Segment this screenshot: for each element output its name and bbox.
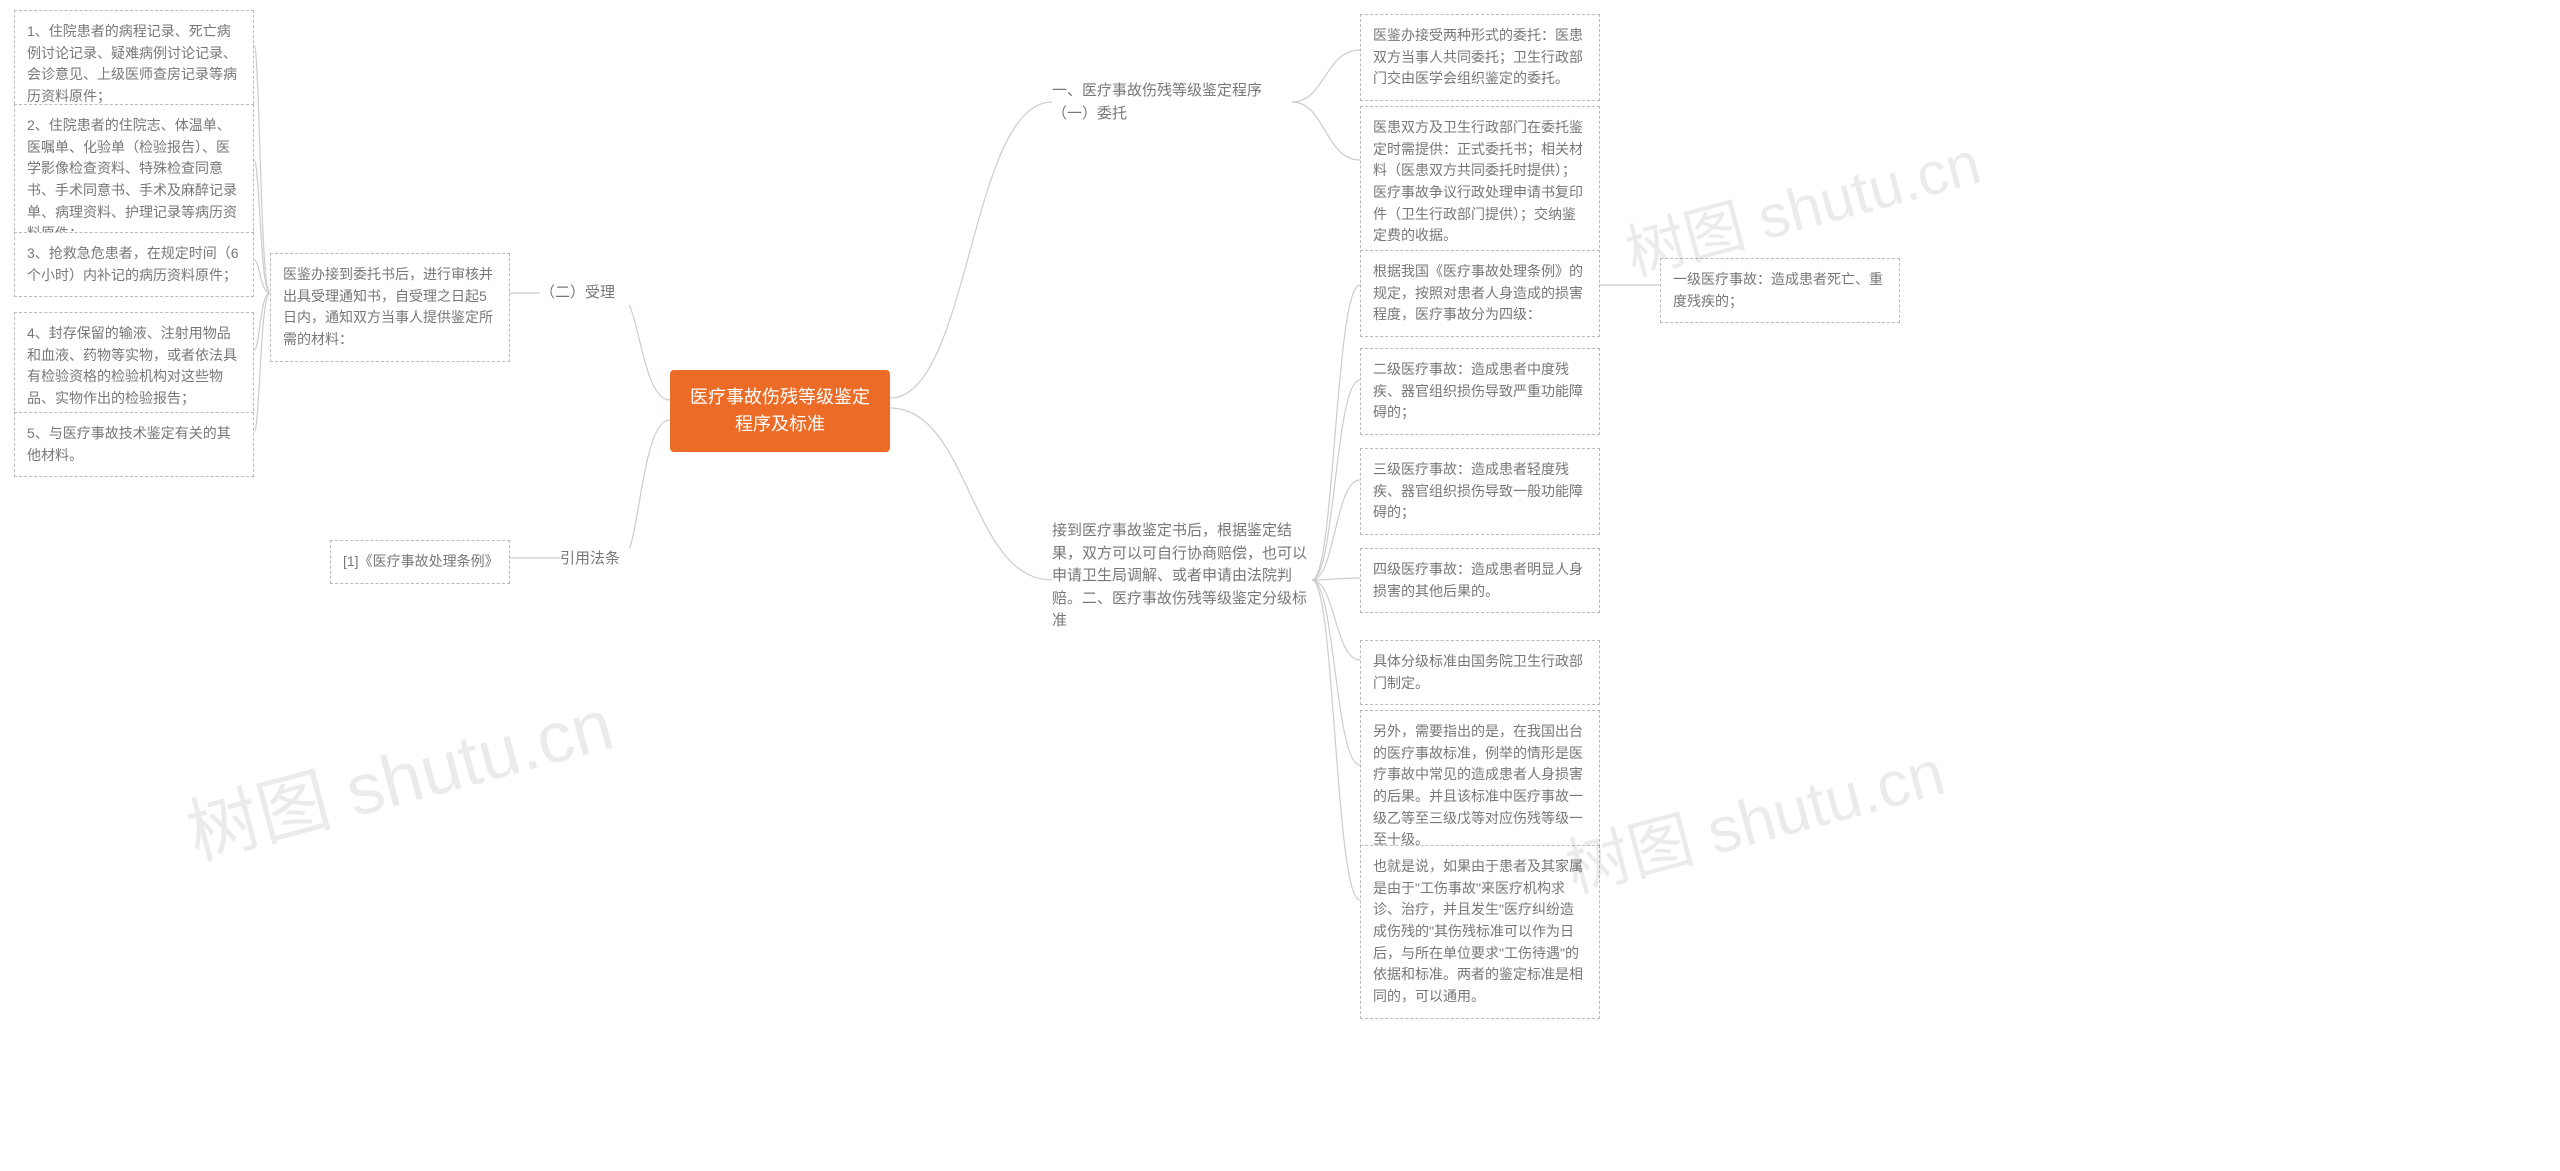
leaf-right-1-2: 医患双方及卫生行政部门在委托鉴定时需提供：正式委托书；相关材料（医患双方共同委托… [1360,106,1600,258]
leaf-left-1-1-4: 4、封存保留的输液、注射用物品和血液、药物等实物，或者依法具有检验资格的检验机构… [14,312,254,421]
leaf-right-2-1: 根据我国《医疗事故处理条例》的规定，按照对患者人身造成的损害程度，医疗事故分为四… [1360,250,1600,337]
branch-right-1: 一、医疗事故伤残等级鉴定程序（一）委托 [1052,80,1292,125]
leaf-right-2-1-1: 一级医疗事故：造成患者死亡、重度残疾的； [1660,258,1900,323]
leaf-right-2-4: 四级医疗事故：造成患者明显人身损害的其他后果的。 [1360,548,1600,613]
leaf-right-2-3: 三级医疗事故：造成患者轻度残疾、器官组织损伤导致一般功能障碍的； [1360,448,1600,535]
leaf-left-1-1-3: 3、抢救急危患者，在规定时间（6个小时）内补记的病历资料原件； [14,232,254,297]
watermark: 树图 shutu.cn [1555,721,1953,910]
leaf-left-1-1-5: 5、与医疗事故技术鉴定有关的其他材料。 [14,412,254,477]
leaf-left-1-1: 医鉴办接到委托书后，进行审核并出具受理通知书，自受理之日起5日内，通知双方当事人… [270,253,510,362]
branch-left-2: 引用法条 [560,548,650,571]
branch-left-1: （二）受理 [540,282,650,305]
leaf-right-2-6: 另外，需要指出的是，在我国出台的医疗事故标准，例举的情形是医疗事故中常见的造成患… [1360,710,1600,862]
leaf-right-2-5: 具体分级标准由国务院卫生行政部门制定。 [1360,640,1600,705]
center-node: 医疗事故伤残等级鉴定程序及标准 [670,370,890,452]
leaf-left-1-1-1: 1、住院患者的病程记录、死亡病例讨论记录、疑难病例讨论记录、会诊意见、上级医师查… [14,10,254,119]
leaf-right-2-2: 二级医疗事故：造成患者中度残疾、器官组织损伤导致严重功能障碍的； [1360,348,1600,435]
watermark: 树图 shutu.cn [174,665,623,879]
leaf-right-2-7: 也就是说，如果由于患者及其家属是由于"工伤事故"来医疗机构求诊、治疗，并且发生"… [1360,845,1600,1019]
leaf-left-2-1: [1]《医疗事故处理条例》 [330,540,510,584]
branch-right-2: 接到医疗事故鉴定书后，根据鉴定结果，双方可以可自行协商赔偿，也可以申请卫生局调解… [1052,520,1312,633]
leaf-right-1-1: 医鉴办接受两种形式的委托：医患双方当事人共同委托；卫生行政部门交由医学会组织鉴定… [1360,14,1600,101]
